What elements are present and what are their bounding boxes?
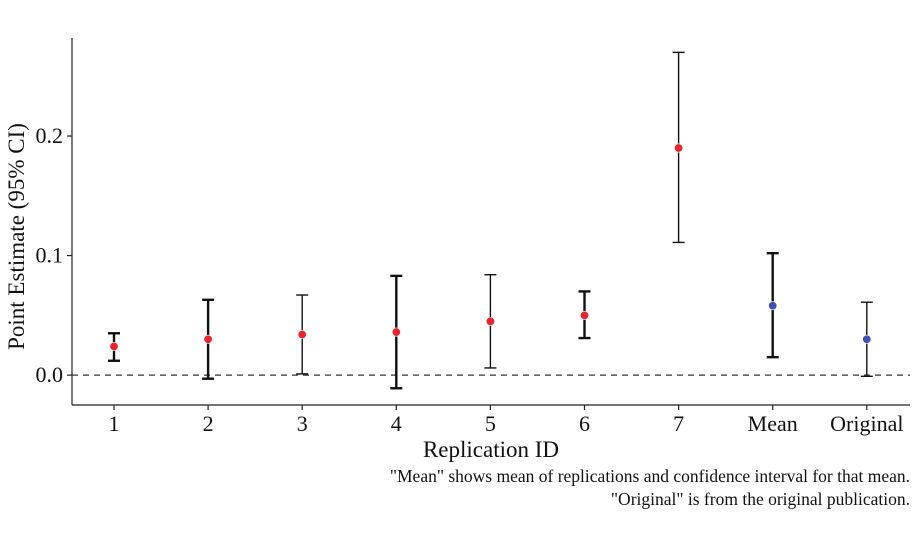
x-axis: 1 2 3 4 5 6 7 Mean Original <box>72 404 910 436</box>
x-tick-label: 3 <box>297 411 308 436</box>
data-point <box>391 327 401 337</box>
caption-note-mean: "Mean" shows mean of replications and co… <box>389 466 910 486</box>
x-tick-label: 1 <box>109 411 120 436</box>
error-bar-group <box>296 294 309 375</box>
data-point <box>203 334 213 344</box>
y-tick-label: 0.2 <box>36 123 64 148</box>
x-tick-label: 4 <box>391 411 402 436</box>
error-bar-group <box>766 251 779 359</box>
y-tick-label: 0.0 <box>36 362 64 387</box>
error-bar-group <box>108 332 120 362</box>
data-point <box>109 341 119 351</box>
x-tick-label: Mean <box>748 411 798 436</box>
y-axis-title: Point Estimate (95% CI) <box>4 123 29 350</box>
data-point <box>768 301 778 311</box>
data-marks <box>108 51 873 390</box>
error-bar-group <box>578 290 591 340</box>
error-bar-group <box>672 51 685 244</box>
data-point <box>297 329 307 339</box>
caption-note-original: "Original" is from the original publicat… <box>610 489 910 509</box>
x-tick-label: 2 <box>203 411 214 436</box>
y-axis: 0.0 0.1 0.2 <box>36 38 73 405</box>
x-tick-label: Original <box>830 411 903 436</box>
data-point <box>674 143 684 153</box>
x-axis-title: Replication ID <box>423 437 559 462</box>
error-bar-group <box>202 298 215 380</box>
data-point <box>579 310 589 320</box>
error-bar-group <box>390 274 403 390</box>
error-bar-group <box>484 273 497 369</box>
data-point <box>485 316 495 326</box>
x-tick-label: 5 <box>485 411 496 436</box>
x-tick-label: 6 <box>579 411 590 436</box>
y-tick-label: 0.1 <box>36 243 64 268</box>
error-bar-group <box>860 301 873 378</box>
data-point <box>862 334 872 344</box>
x-tick-label: 7 <box>673 411 684 436</box>
